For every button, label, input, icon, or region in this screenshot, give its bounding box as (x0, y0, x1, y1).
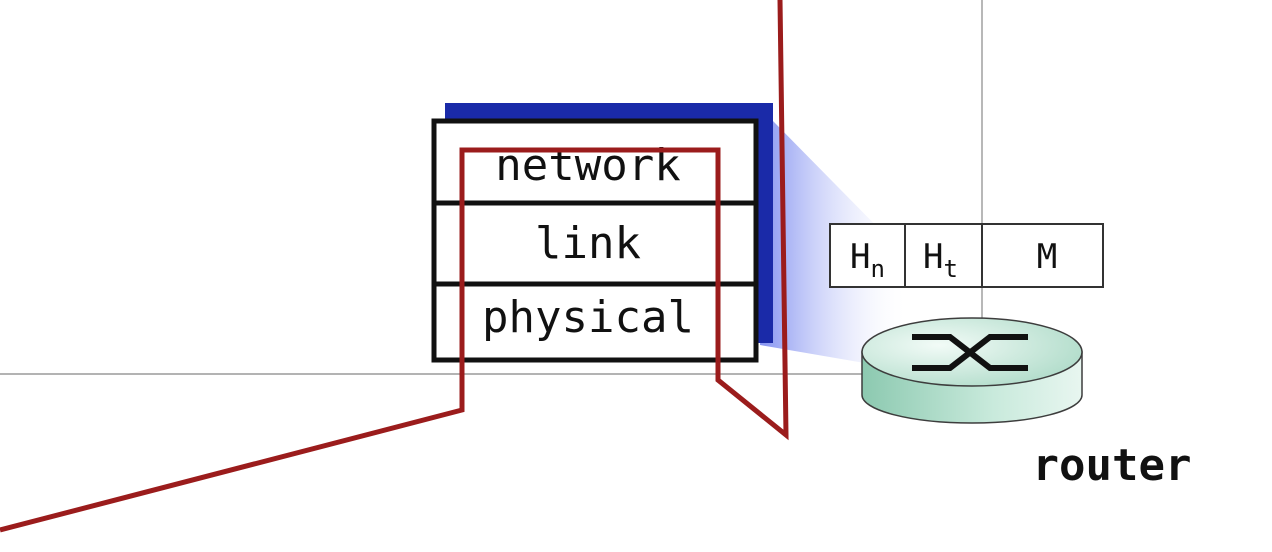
protocol-stack: network link physical (431, 118, 759, 363)
datagram-frame (829, 223, 1104, 288)
router-arrows-icon (912, 334, 1028, 371)
layer-physical-label: physical (482, 292, 694, 343)
router-icon (861, 317, 1083, 424)
packet-path (0, 0, 789, 533)
stack-frame (431, 118, 759, 363)
layer-link-label: link (535, 218, 641, 269)
datagram: Hn Ht M (829, 223, 1104, 288)
router-label: router (1033, 440, 1192, 491)
field-hn: Hn (850, 237, 885, 283)
field-ht: Ht (923, 237, 958, 283)
field-m: M (1037, 237, 1057, 277)
